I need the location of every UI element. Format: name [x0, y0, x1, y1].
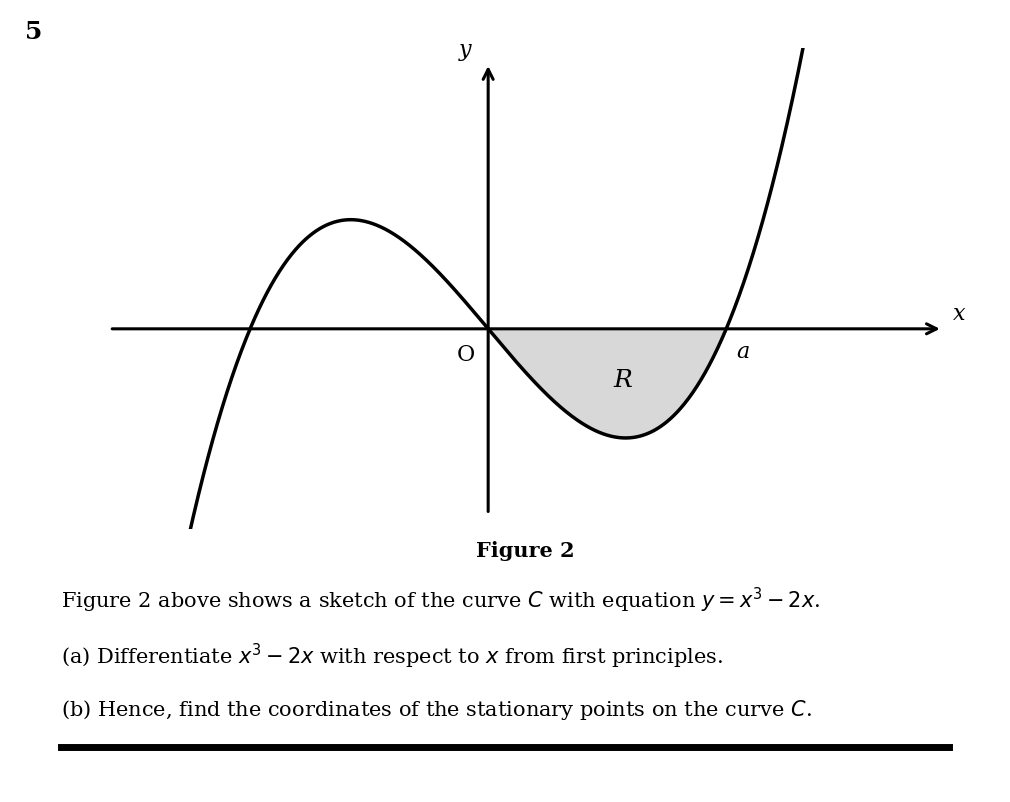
Text: O: O — [457, 344, 475, 366]
Text: x: x — [952, 303, 966, 325]
Text: 5: 5 — [25, 20, 42, 44]
Text: (b) Hence, find the coordinates of the stationary points on the curve $C$.: (b) Hence, find the coordinates of the s… — [61, 698, 811, 722]
Text: R: R — [613, 370, 632, 392]
Text: Figure 2: Figure 2 — [476, 541, 575, 561]
Text: y: y — [459, 39, 472, 61]
Text: (a) Differentiate $x^3 - 2x$ with respect to $x$ from first principles.: (a) Differentiate $x^3 - 2x$ with respec… — [61, 642, 722, 670]
Text: Figure 2 above shows a sketch of the curve $C$ with equation $y = x^3 - 2x$.: Figure 2 above shows a sketch of the cur… — [61, 585, 820, 614]
Text: a: a — [736, 341, 749, 363]
